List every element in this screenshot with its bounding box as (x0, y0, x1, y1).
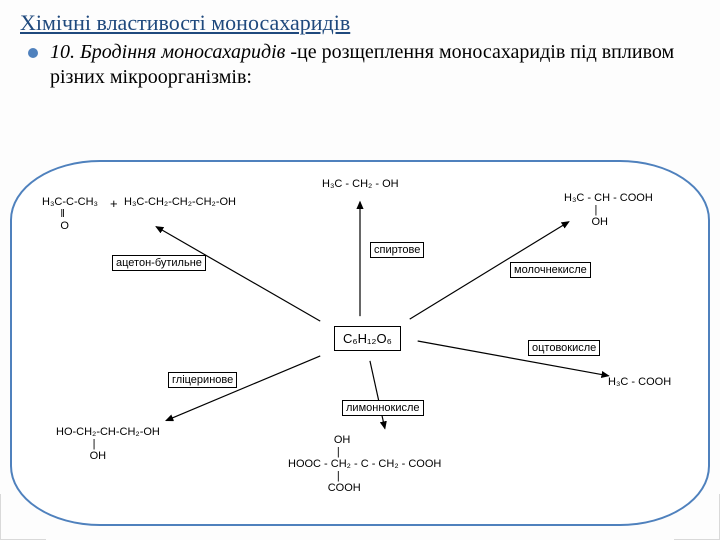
label-otstovokysle: оцтовокисле (528, 340, 600, 356)
label-molochnekysle: молочнекисле (510, 262, 591, 278)
bullet-item: 10. Бродіння моносахаридів -це розщеплен… (0, 36, 720, 90)
page-title: Хімічні властивості моносахаридів (0, 0, 720, 36)
plus-sign: + (110, 196, 118, 211)
diagram: C₆H₁₂O₆ H₃C - CH₂ - OH спиртове H₃C - CH… (12, 162, 708, 524)
product-otstovokysle: H₃C - COOH (608, 376, 671, 388)
body-text: 10. Бродіння моносахаридів -це розщеплен… (50, 40, 700, 90)
bullet-dot (28, 48, 38, 58)
product-acetone: H₃C-C-CH₃ ‖ O (42, 196, 98, 232)
label-lymonnokysle: лимоннокисле (342, 400, 424, 416)
diagram-frame: C₆H₁₂O₆ H₃C - CH₂ - OH спиртове H₃C - CH… (10, 160, 710, 526)
label-spirtove: спиртове (370, 242, 424, 258)
product-spirtove: H₃C - CH₂ - OH (322, 178, 399, 190)
product-butanol: H₃C-CH₂-CH₂-CH₂-OH (124, 196, 236, 208)
product-lymonnokysle: OH | HOOC - CH₂ - C - CH₂ - COOH | COOH (288, 434, 441, 494)
product-glitserynove: HO-CH₂-CH-CH₂-OH | OH (56, 426, 160, 462)
bullet-lead: 10. Бродіння моносахаридів (50, 41, 285, 63)
label-glitserynove: гліцеринове (168, 372, 237, 388)
product-molochnekysle: H₃C - CH - COOH | OH (564, 192, 653, 228)
label-atseton-butylne: ацетон-бутильне (112, 255, 206, 271)
corner-decoration (674, 494, 720, 540)
corner-decoration (0, 494, 46, 540)
center-formula: C₆H₁₂O₆ (334, 326, 401, 351)
